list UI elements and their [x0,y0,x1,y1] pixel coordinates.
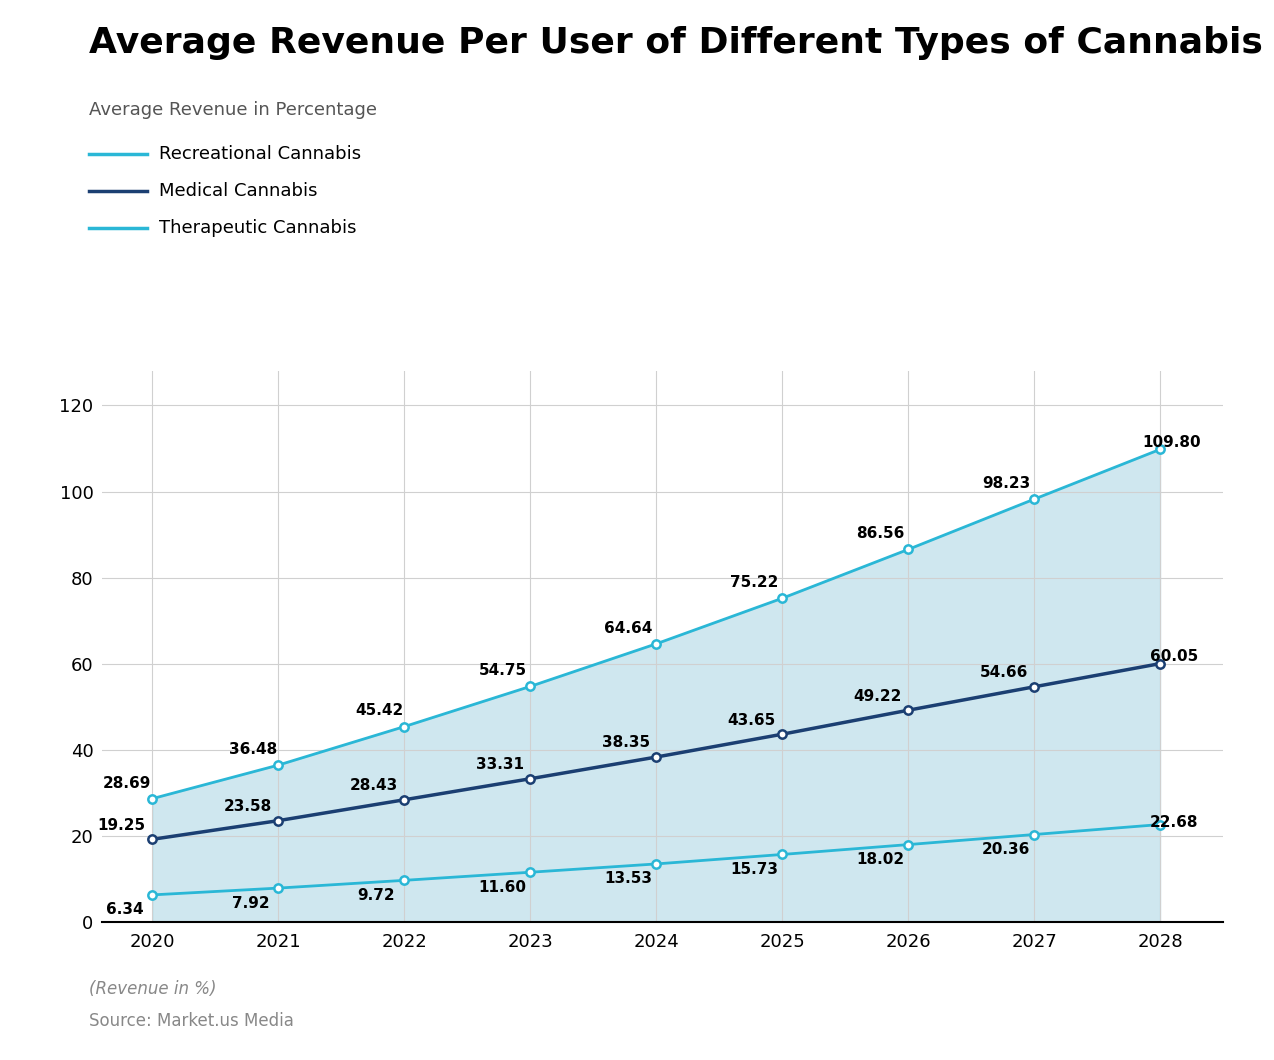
Text: Recreational Cannabis: Recreational Cannabis [159,145,362,162]
Text: Medical Cannabis: Medical Cannabis [159,182,317,199]
Text: 22.68: 22.68 [1149,815,1198,830]
Text: Average Revenue in Percentage: Average Revenue in Percentage [89,101,377,119]
Text: 36.48: 36.48 [229,742,278,757]
Text: 9.72: 9.72 [358,888,395,903]
Text: 28.69: 28.69 [103,776,152,791]
Text: 54.66: 54.66 [980,665,1028,681]
Text: 60.05: 60.05 [1150,649,1198,664]
Text: 33.31: 33.31 [475,757,524,772]
Text: 23.58: 23.58 [224,799,271,814]
Text: 13.53: 13.53 [604,871,652,886]
Text: Average Revenue Per User of Different Types of Cannabis: Average Revenue Per User of Different Ty… [89,26,1263,60]
Text: Therapeutic Cannabis: Therapeutic Cannabis [159,219,357,236]
Text: 86.56: 86.56 [856,527,905,542]
Text: 38.35: 38.35 [601,736,650,750]
Text: 45.42: 45.42 [355,704,404,719]
Text: 43.65: 43.65 [727,712,776,727]
Text: 98.23: 98.23 [982,476,1031,491]
Text: 75.22: 75.22 [730,576,778,590]
Text: 28.43: 28.43 [349,778,397,793]
Text: 18.02: 18.02 [856,852,905,867]
Text: 20.36: 20.36 [982,842,1031,856]
Text: 109.80: 109.80 [1142,435,1200,449]
Text: 15.73: 15.73 [730,862,778,877]
Text: (Revenue in %): (Revenue in %) [89,980,217,999]
Text: Source: Market.us Media: Source: Market.us Media [89,1012,294,1030]
Text: 6.34: 6.34 [106,902,144,917]
Text: 64.64: 64.64 [604,621,652,636]
Text: 7.92: 7.92 [232,896,269,911]
Text: 19.25: 19.25 [98,817,145,832]
Text: 11.60: 11.60 [479,880,526,895]
Text: 49.22: 49.22 [854,689,902,704]
Text: 54.75: 54.75 [478,664,526,678]
